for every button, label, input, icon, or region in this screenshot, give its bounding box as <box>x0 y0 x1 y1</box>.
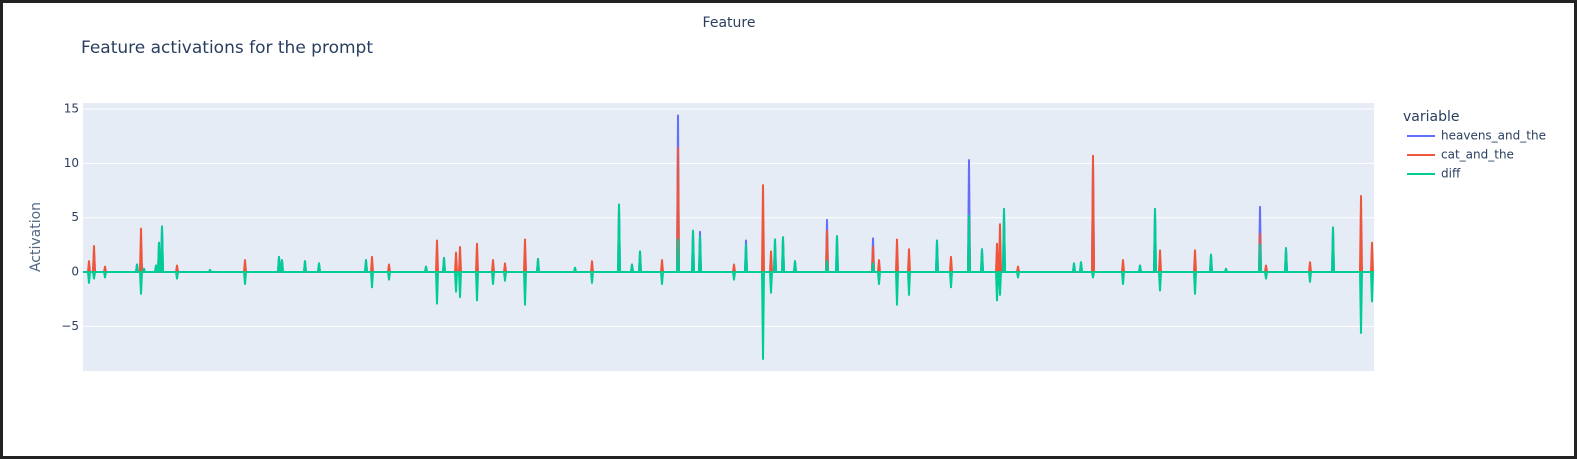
y-axis-title: Activation <box>28 202 44 272</box>
legend-label: diff <box>1441 167 1461 181</box>
y-tick-label: 5 <box>71 210 79 224</box>
chart-title: Feature activations for the prompt <box>81 38 373 58</box>
y-tick-label: −5 <box>61 319 79 333</box>
y-tick-label: 10 <box>64 156 79 170</box>
y-tick-label: 15 <box>64 101 79 115</box>
plot-area <box>83 103 1374 371</box>
series-line <box>83 203 1374 361</box>
legend-title: variable <box>1403 109 1459 125</box>
legend-label: heavens_and_the <box>1441 129 1546 143</box>
legend-label: cat_and_the <box>1441 148 1514 162</box>
x-axis-title: Feature <box>703 15 756 31</box>
y-tick-label: 0 <box>71 265 79 279</box>
